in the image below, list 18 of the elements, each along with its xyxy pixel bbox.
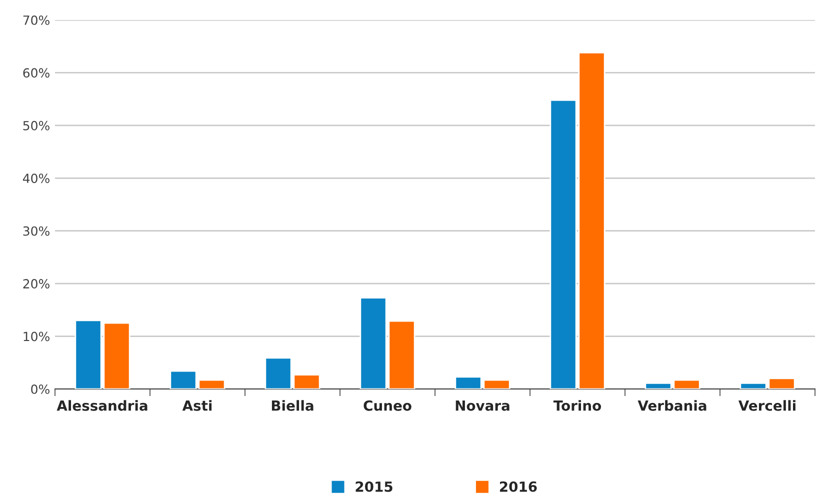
x-tick-label: Biella <box>272 400 314 411</box>
x-tick-label: Alessandria <box>56 400 148 411</box>
x-tick-label: Torino <box>553 400 602 411</box>
y-tick-label: 10% <box>24 332 50 342</box>
x-tick-label: Asti <box>182 400 212 411</box>
x-tick-label: Vercelli <box>738 400 796 411</box>
y-tick-label: 70% <box>23 15 50 25</box>
y-tick-label: 60% <box>23 68 50 78</box>
y-tick-label: 30% <box>23 226 50 236</box>
x-tick-label: Cuneo <box>364 400 412 411</box>
legend-label: 2015 <box>356 481 392 492</box>
x-tick-label: Novara <box>456 400 510 411</box>
y-tick-label: 0% <box>31 384 50 394</box>
y-tick-label: 20% <box>23 279 50 288</box>
y-tick-label: 50% <box>23 120 50 130</box>
y-tick-label: 40% <box>22 174 50 184</box>
legend-label: 2016 <box>500 481 537 492</box>
x-tick-label: Verbania <box>638 400 706 411</box>
